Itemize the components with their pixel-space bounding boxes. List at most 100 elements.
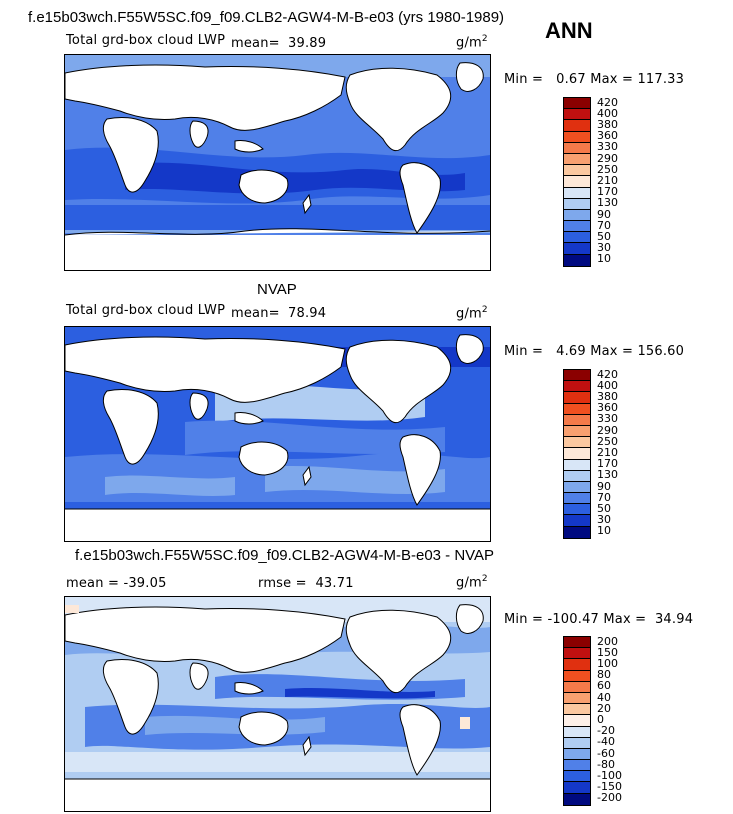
colorbar-swatch (564, 659, 590, 671)
colorbar-swatch (564, 187, 590, 199)
panel1-mean: 39.89 (288, 36, 327, 51)
colorbar-tick-label: 290 (597, 423, 618, 437)
colorbar-swatch (564, 153, 590, 166)
colorbar-swatch (564, 470, 590, 482)
colorbar-tick-label: -100 (597, 769, 622, 782)
colorbar-swatch (564, 793, 590, 805)
colorbar-tick-label: 380 (597, 118, 618, 131)
panel1-min-max: Min = 0.67 Max = 117.33 (504, 72, 685, 87)
colorbar-swatch (564, 481, 590, 494)
colorbar-tick-label: 400 (597, 106, 618, 120)
colorbar-swatch (564, 748, 590, 761)
colorbar-swatch (564, 760, 590, 772)
colorbar-swatch (564, 414, 590, 426)
colorbar-tick-label: 10 (597, 524, 611, 538)
colorbar-tick-label: 50 (597, 502, 611, 515)
season-label: ANN (545, 18, 593, 43)
colorbar-tick-label: 80 (597, 668, 611, 682)
colorbar-tick-label: 130 (597, 468, 618, 482)
colorbar-tick-label: 330 (597, 412, 618, 426)
colorbar-swatch (564, 221, 590, 233)
colorbar-tick-label: -150 (597, 780, 622, 794)
colorbar-swatch (564, 648, 590, 660)
colorbar-swatch (564, 425, 590, 438)
colorbar-swatch (564, 370, 590, 382)
panel2-mean-label: mean= (231, 306, 280, 321)
colorbar-swatch (564, 98, 590, 110)
panel3-title: f.e15b03wch.F55W5SC.f09_f09.CLB2-AGW4-M-… (75, 547, 495, 564)
colorbar-tick-label: 70 (597, 490, 611, 504)
colorbar-tick-label: -40 (597, 735, 615, 749)
panel3-colorbar-labels: 200 150 100 80 60 40 20 0 -20 -40 -60 -80 -100 -150 -2… (597, 634, 637, 805)
colorbar-tick-label: 210 (597, 446, 618, 459)
colorbar-tick-label: 330 (597, 140, 618, 154)
colorbar-swatch (564, 403, 590, 415)
panel2-colorbar (563, 369, 591, 539)
colorbar-swatch (564, 243, 590, 255)
colorbar-tick-label: 10 (597, 252, 611, 266)
colorbar-tick-label: 250 (597, 162, 618, 176)
colorbar-tick-label: 50 (597, 230, 611, 243)
colorbar-tick-label: 30 (597, 241, 611, 255)
colorbar-tick-label: 250 (597, 434, 618, 448)
colorbar-tick-label: -60 (597, 746, 615, 760)
colorbar-tick-label: -20 (597, 724, 615, 738)
colorbar-swatch (564, 459, 590, 471)
colorbar-swatch (564, 142, 590, 154)
colorbar-tick-label: 290 (597, 151, 618, 165)
colorbar-tick-label: 420 (597, 95, 618, 109)
panel2-colorbar-labels: 420 400 380 360 330 290 250 210 170 130 90 70 50 30 10 (597, 367, 637, 538)
colorbar-swatch (564, 692, 590, 705)
panel2-map (64, 326, 491, 542)
colorbar-tick-label: -80 (597, 757, 615, 771)
panel1-variable: Total grd-box cloud LWP (66, 33, 226, 48)
colorbar-swatch (564, 637, 590, 649)
colorbar-tick-label: 90 (597, 207, 611, 221)
colorbar-swatch (564, 176, 590, 188)
colorbar-tick-label: 200 (597, 634, 618, 648)
colorbar-swatch (564, 381, 590, 393)
colorbar-swatch (564, 448, 590, 460)
colorbar-tick-label: 360 (597, 129, 618, 143)
colorbar-tick-label: -200 (597, 791, 622, 805)
panel3-colorbar (563, 636, 591, 806)
colorbar-swatch (564, 681, 590, 693)
colorbar-tick-label: 400 (597, 378, 618, 392)
colorbar-tick-label: 170 (597, 185, 618, 199)
colorbar-tick-label: 70 (597, 218, 611, 232)
colorbar-swatch (564, 392, 590, 404)
colorbar-swatch (564, 670, 590, 682)
colorbar-swatch (564, 715, 590, 727)
panel1-mean-label: mean= (231, 36, 280, 51)
colorbar-tick-label: 60 (597, 679, 611, 693)
panel2-variable: Total grd-box cloud LWP (66, 303, 226, 318)
colorbar-swatch (564, 782, 590, 794)
panel1-units: g/m2 (456, 34, 488, 51)
panel1-map (64, 54, 491, 271)
colorbar-swatch (564, 704, 590, 716)
colorbar-swatch (564, 737, 590, 749)
colorbar-tick-label: 210 (597, 174, 618, 187)
panel3-rmse: rmse = 43.71 (258, 576, 354, 591)
colorbar-tick-label: 40 (597, 690, 611, 704)
colorbar-swatch (564, 493, 590, 505)
colorbar-tick-label: 360 (597, 401, 618, 415)
colorbar-tick-label: 100 (597, 657, 618, 670)
colorbar-tick-label: 90 (597, 479, 611, 493)
colorbar-swatch (564, 131, 590, 143)
panel3-map (64, 596, 491, 812)
colorbar-tick-label: 150 (597, 645, 618, 659)
panel1-colorbar (563, 97, 591, 267)
panel2-min-max: Min = 4.69 Max = 156.60 (504, 344, 685, 359)
colorbar-swatch (564, 232, 590, 244)
colorbar-swatch (564, 165, 590, 177)
colorbar-tick-label: 30 (597, 513, 611, 527)
colorbar-tick-label: 420 (597, 367, 618, 381)
colorbar-swatch (564, 198, 590, 210)
colorbar-swatch (564, 504, 590, 516)
panel2-units: g/m2 (456, 305, 488, 322)
colorbar-tick-label: 0 (597, 713, 604, 726)
colorbar-swatch (564, 526, 590, 538)
colorbar-swatch (564, 209, 590, 222)
colorbar-swatch (564, 515, 590, 527)
